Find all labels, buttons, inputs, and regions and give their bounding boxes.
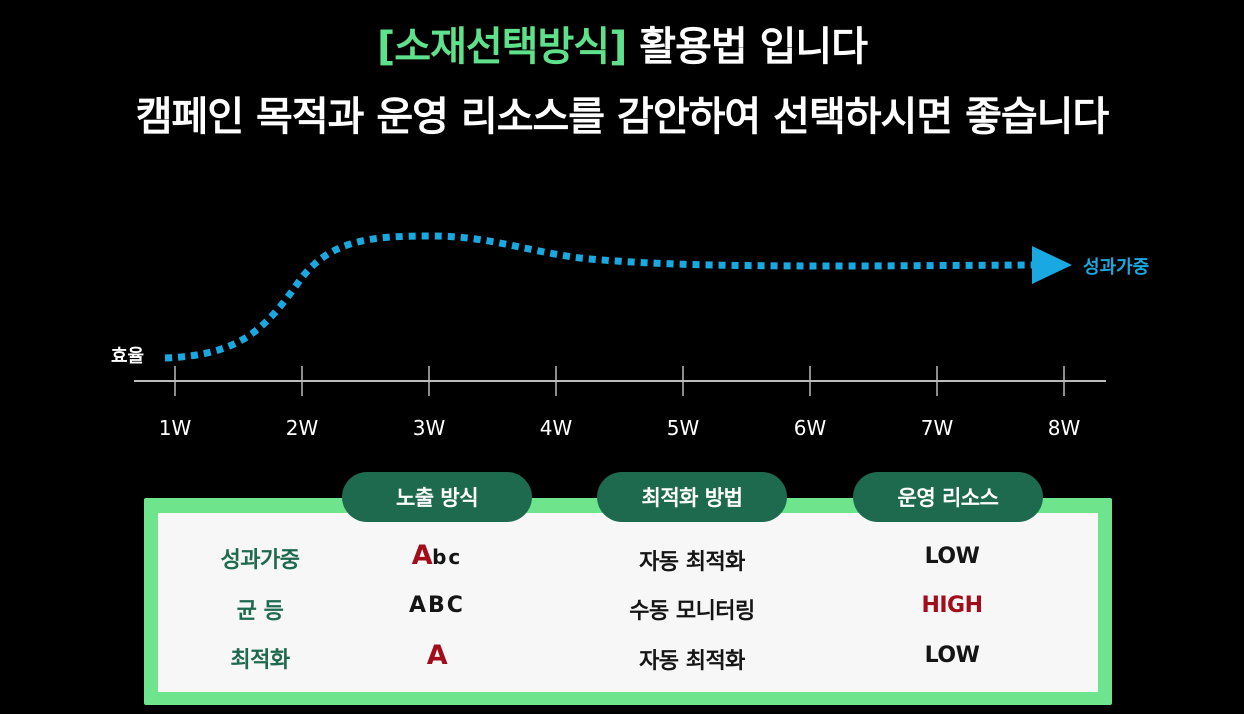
week-labels: 1W 2W 3W 4W 5W 6W 7W 8W: [159, 416, 1081, 440]
resource-optimized: LOW: [924, 643, 980, 668]
header-optimization-method: 최적화 방법: [597, 472, 787, 522]
header-exposure-method: 노출 방식: [342, 472, 532, 522]
efficiency-timeline-diagram: 효율 성과가중 1W 2W 3W 4W 5W 6W 7W 8W: [111, 232, 1149, 440]
y-axis-label: 효율: [111, 346, 144, 367]
comparison-table: [158, 513, 1098, 692]
week-label: 4W: [540, 416, 573, 440]
exposure-primary: A: [411, 540, 433, 571]
page-subtitle: 캠페인 목적과 운영 리소스를 감안하여 선택하시면 좋습니다: [135, 94, 1110, 140]
curve-arrowhead: [1032, 246, 1072, 284]
method-weighted: 자동 최적화: [639, 550, 745, 575]
resource-even: HIGH: [921, 593, 983, 618]
row-label-even: 균 등: [236, 599, 284, 624]
week-label: 8W: [1048, 416, 1081, 440]
performance-curve: [164, 232, 1036, 362]
week-label: 7W: [921, 416, 954, 440]
header-operation-resource: 운영 리소스: [853, 472, 1043, 522]
week-label: 3W: [413, 416, 446, 440]
row-label-weighted: 성과가중: [220, 548, 300, 573]
method-even: 수동 모니터링: [629, 599, 755, 624]
exposure-even: ABC: [409, 593, 465, 618]
week-label: 5W: [667, 416, 700, 440]
curve-label: 성과가중: [1083, 257, 1149, 278]
exposure-optimized: A: [327, 640, 547, 671]
page-title: [소재선택방식] 활용법 입니다: [0, 14, 1244, 72]
exposure-weighted: Abc: [327, 540, 547, 571]
row-label-optimized: 최적화: [230, 648, 290, 673]
resource-weighted: LOW: [924, 544, 980, 569]
exposure-secondary: bc: [432, 545, 463, 569]
week-label: 1W: [159, 416, 192, 440]
timeline-ticks: [174, 366, 1065, 396]
method-optimized: 자동 최적화: [639, 649, 745, 674]
week-label: 6W: [794, 416, 827, 440]
week-label: 2W: [286, 416, 319, 440]
title-rest: 활용법 입니다: [626, 24, 868, 70]
title-highlight: [소재선택방식]: [376, 24, 627, 70]
exposure-primary: A: [426, 640, 448, 671]
